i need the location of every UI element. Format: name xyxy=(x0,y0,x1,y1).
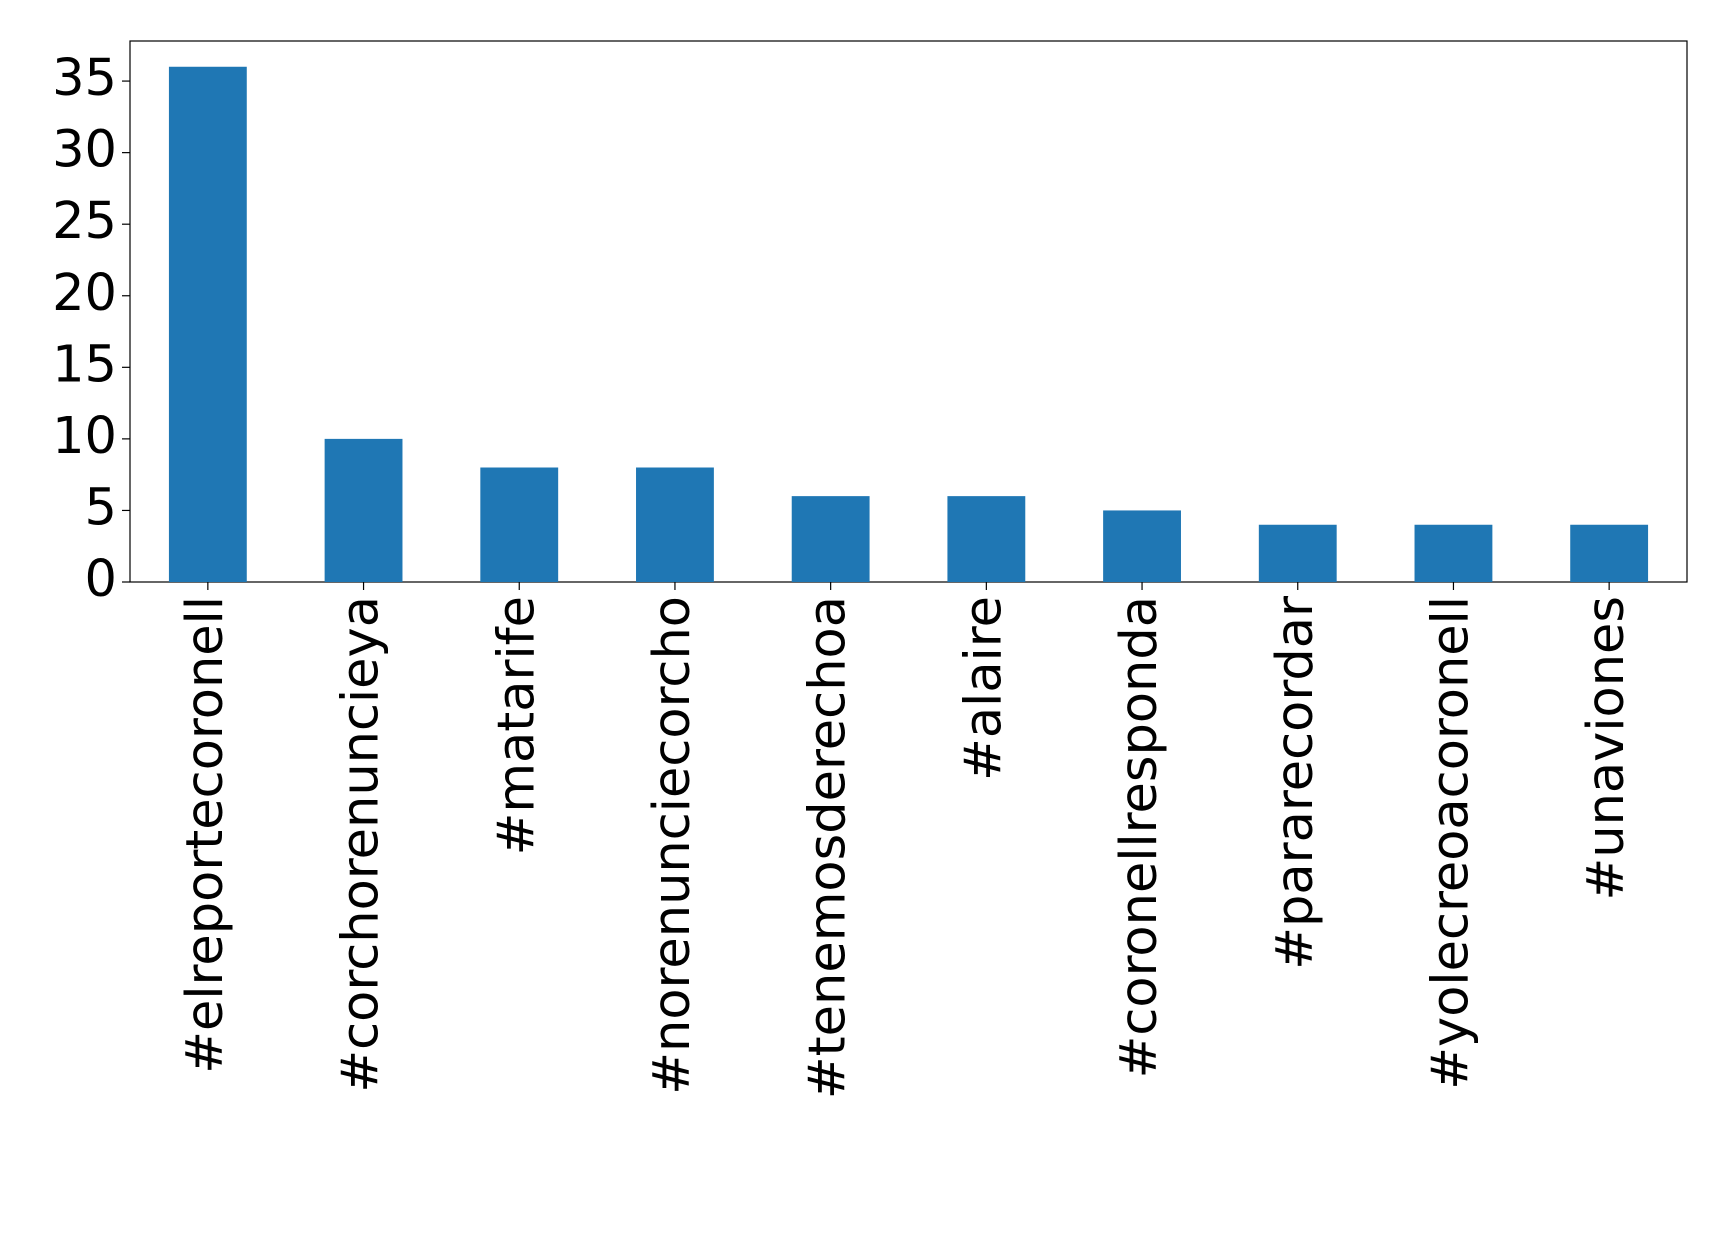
x-tick-label: #corchorenuncieya xyxy=(332,596,391,1093)
x-tick-label: #pararecordar xyxy=(1266,596,1325,970)
bar xyxy=(1570,524,1649,582)
x-tick-label: #matarife xyxy=(487,596,546,855)
bar xyxy=(947,496,1026,582)
y-tick-label: 10 xyxy=(52,407,117,466)
bar xyxy=(324,438,403,582)
x-tick-label: #norenunciecorcho xyxy=(643,596,702,1095)
bar xyxy=(168,66,247,582)
y-tick-label: 35 xyxy=(52,49,117,108)
x-tick-label: #unaviones xyxy=(1577,596,1636,900)
bar xyxy=(1258,524,1337,582)
x-tick-label: #yolecreoacoronell xyxy=(1421,596,1480,1090)
bar xyxy=(791,496,870,582)
y-tick-label: 30 xyxy=(52,121,117,180)
y-tick-label: 25 xyxy=(52,192,117,251)
y-tick-label: 0 xyxy=(85,550,117,609)
x-tick-label: #tenemosderechoa xyxy=(799,596,858,1099)
x-tick-label: #alaire xyxy=(954,596,1013,781)
y-tick-label: 20 xyxy=(52,264,117,323)
y-tick-label: 15 xyxy=(52,335,117,394)
y-tick-label: 5 xyxy=(85,478,117,537)
bar xyxy=(480,467,559,582)
plot-frame xyxy=(129,40,1688,583)
x-tick-label: #elreportecoronell xyxy=(176,596,235,1074)
bar xyxy=(1103,510,1181,582)
bar xyxy=(1414,524,1493,582)
bar xyxy=(636,467,714,582)
x-tick-label: #coronellresponda xyxy=(1110,596,1169,1078)
